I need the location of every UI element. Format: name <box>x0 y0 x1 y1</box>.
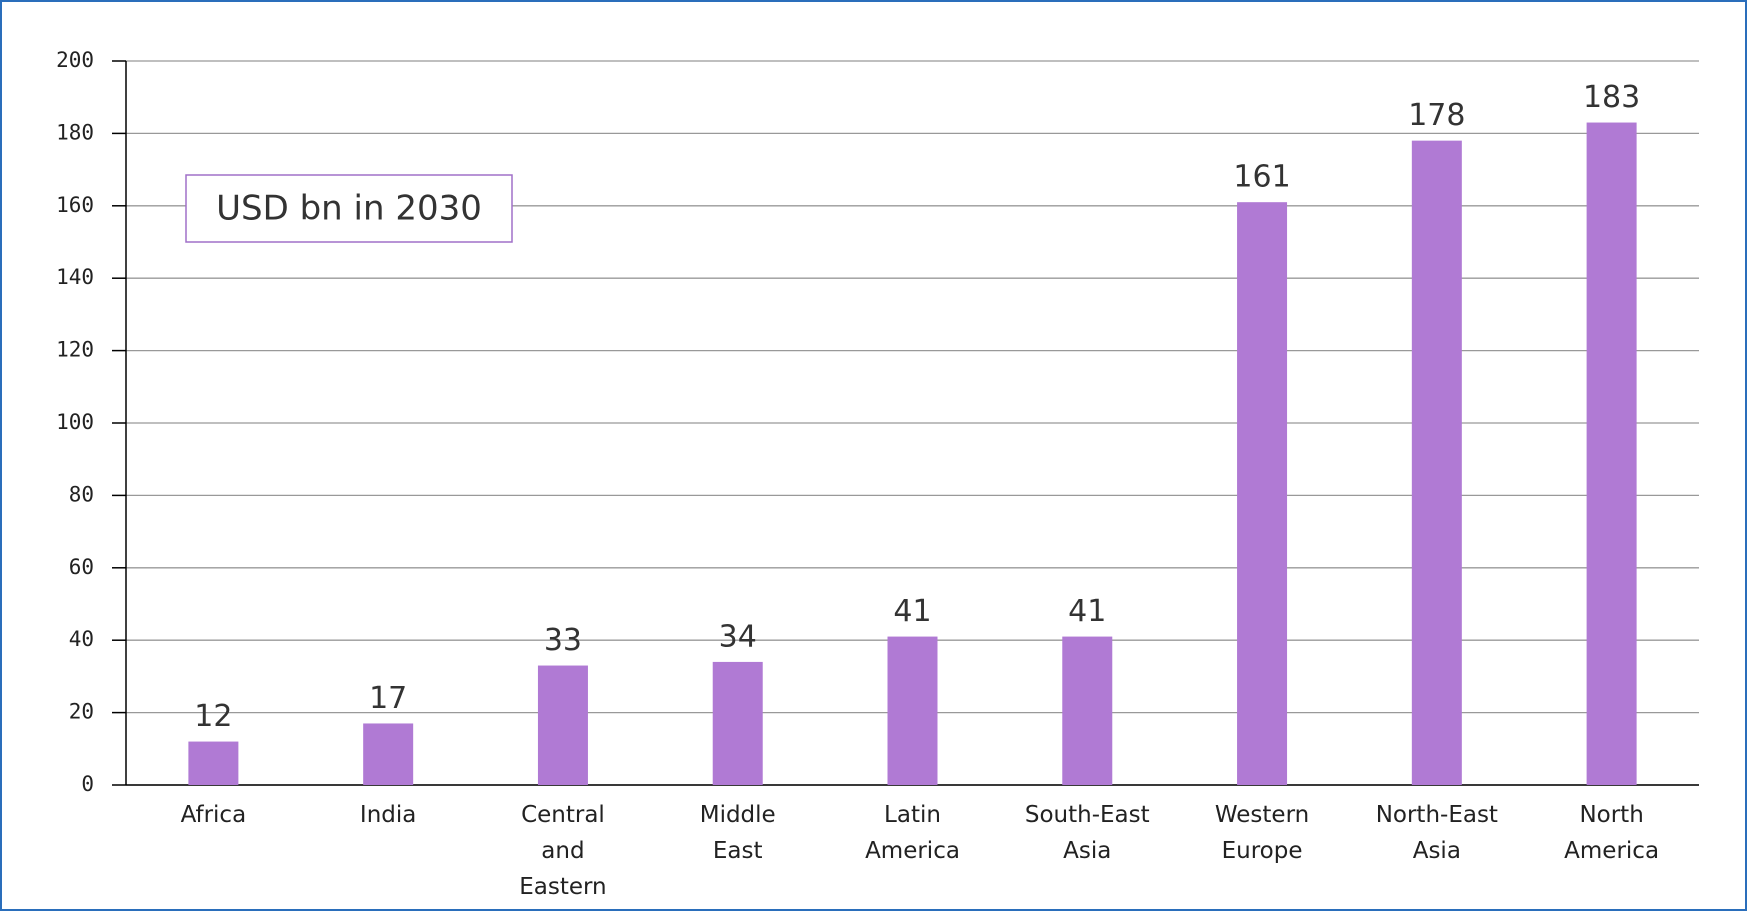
value-label: 33 <box>544 623 582 658</box>
bar <box>1237 202 1288 785</box>
x-tick-label: India <box>359 802 417 828</box>
y-tick-label: 100 <box>56 410 94 434</box>
bar <box>887 636 938 785</box>
y-tick-label: 60 <box>69 555 94 579</box>
y-tick-label: 160 <box>56 193 94 217</box>
value-label: 178 <box>1408 98 1465 133</box>
x-tick-label-box: Middle East <box>699 802 776 864</box>
bar <box>1062 636 1113 785</box>
x-tick-label: North America <box>1564 802 1660 864</box>
value-label: 183 <box>1583 80 1640 115</box>
x-tick-label-box: Central and Eastern Europe <box>519 802 607 911</box>
x-tick-label: Africa <box>180 802 247 828</box>
y-tick-label: 80 <box>69 482 94 506</box>
value-label: 12 <box>194 699 232 734</box>
x-tick-label-box: Latin America <box>865 802 960 864</box>
x-tick-label: Middle East <box>699 802 776 864</box>
x-tick-label: Central and Eastern Europe <box>519 802 607 911</box>
y-tick-label: 0 <box>81 772 94 796</box>
x-tick-label: Western Europe <box>1214 802 1310 864</box>
value-label: 34 <box>719 619 757 654</box>
x-tick-label-box: North America <box>1564 802 1660 864</box>
y-tick-label: 180 <box>56 120 94 144</box>
x-tick-label: North-East Asia <box>1375 802 1498 864</box>
annotation: USD bn in 2030 <box>216 189 482 229</box>
y-tick-label: 140 <box>56 265 94 289</box>
x-tick-label: South-East Asia <box>1024 802 1150 864</box>
bar <box>1411 140 1462 785</box>
value-label: 41 <box>1068 594 1106 629</box>
y-tick-label: 20 <box>69 700 94 724</box>
bar <box>188 741 239 785</box>
y-tick-label: 40 <box>69 627 94 651</box>
bar <box>537 665 588 785</box>
x-tick-label: Latin America <box>865 802 960 864</box>
value-label: 41 <box>893 594 931 629</box>
x-tick-label-box: India <box>359 802 417 828</box>
x-tick-label-box: North-East Asia <box>1375 802 1498 864</box>
bar <box>712 661 763 785</box>
annotation-box <box>185 174 513 243</box>
x-tick-label-box: South-East Asia <box>1024 802 1150 864</box>
bar <box>1586 122 1637 786</box>
x-tick-label-box: Western Europe <box>1214 802 1310 864</box>
value-label: 161 <box>1233 160 1290 195</box>
value-label: 17 <box>369 681 407 716</box>
y-tick-label: 120 <box>56 338 94 362</box>
x-tick-label-box: Africa <box>180 802 247 828</box>
bar <box>363 723 414 785</box>
y-tick-label: 200 <box>56 48 94 72</box>
